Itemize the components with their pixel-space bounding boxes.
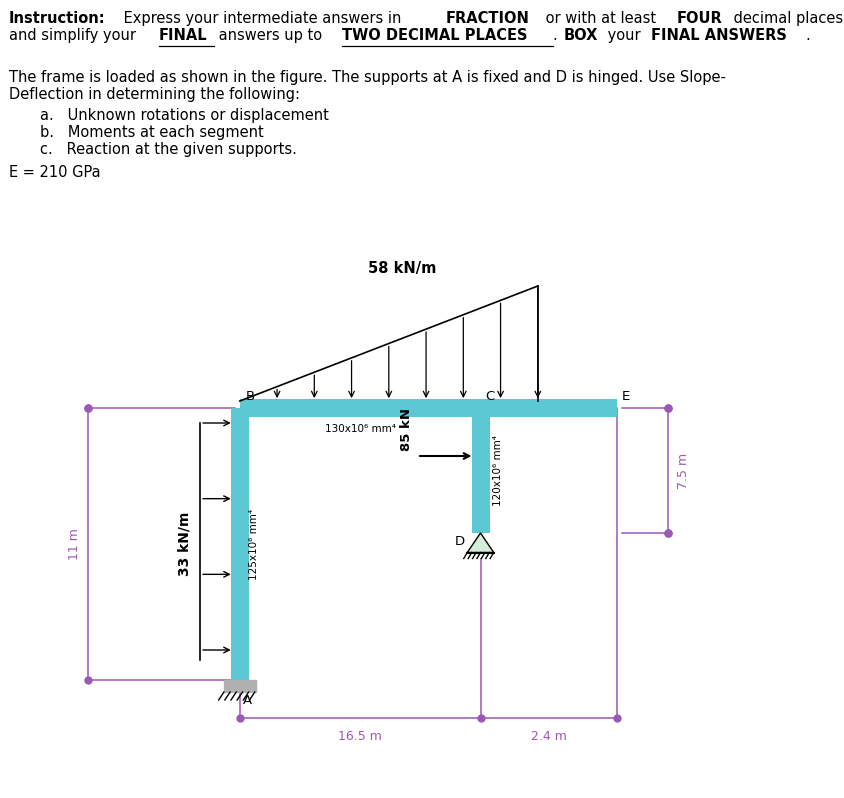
Text: E = 210 GPa: E = 210 GPa [8, 165, 100, 180]
Text: FINAL: FINAL [159, 28, 207, 43]
Text: b.   Moments at each segment: b. Moments at each segment [40, 125, 263, 140]
Text: 130x10⁶ mm⁴: 130x10⁶ mm⁴ [324, 424, 395, 434]
Bar [224, 680, 256, 692]
Text: 85 kN: 85 kN [400, 408, 413, 451]
Text: Instruction:: Instruction: [8, 11, 106, 26]
Text: 2.4 m: 2.4 m [530, 730, 566, 743]
Text: 7.5 m: 7.5 m [676, 452, 690, 488]
Text: FRACTION: FRACTION [445, 11, 528, 26]
Text: or with at least: or with at least [540, 11, 660, 26]
Text: .: . [553, 28, 562, 43]
Text: c.   Reaction at the given supports.: c. Reaction at the given supports. [40, 142, 296, 157]
Text: TWO DECIMAL PLACES: TWO DECIMAL PLACES [342, 28, 527, 43]
Text: C: C [484, 390, 494, 403]
Text: 58 kN/m: 58 kN/m [367, 261, 436, 276]
Text: E: E [621, 390, 629, 403]
Polygon shape [467, 533, 493, 552]
Text: and simplify your: and simplify your [8, 28, 140, 43]
Text: D: D [454, 535, 464, 548]
Text: Express your intermediate answers in: Express your intermediate answers in [119, 11, 405, 26]
Text: FINAL ANSWERS: FINAL ANSWERS [650, 28, 786, 43]
Text: A: A [242, 694, 252, 707]
Text: your: your [603, 28, 645, 43]
Text: 33 kN/m: 33 kN/m [177, 512, 191, 576]
Text: Deflection in determining the following:: Deflection in determining the following: [8, 87, 300, 102]
Text: B: B [246, 390, 255, 403]
Text: 125x10⁶ mm⁴: 125x10⁶ mm⁴ [248, 508, 258, 579]
Text: 11 m: 11 m [68, 528, 81, 560]
Text: answers up to: answers up to [214, 28, 327, 43]
Text: 120x10⁶ mm⁴: 120x10⁶ mm⁴ [492, 435, 502, 506]
Text: BOX: BOX [563, 28, 598, 43]
Text: decimal places: decimal places [728, 11, 842, 26]
Text: .: . [804, 28, 809, 43]
Text: FOUR: FOUR [676, 11, 722, 26]
Text: 16.5 m: 16.5 m [338, 730, 381, 743]
Text: The frame is loaded as shown in the figure. The supports at A is fixed and D is : The frame is loaded as shown in the figu… [8, 70, 725, 85]
Text: a.   Unknown rotations or displacement: a. Unknown rotations or displacement [40, 108, 328, 123]
